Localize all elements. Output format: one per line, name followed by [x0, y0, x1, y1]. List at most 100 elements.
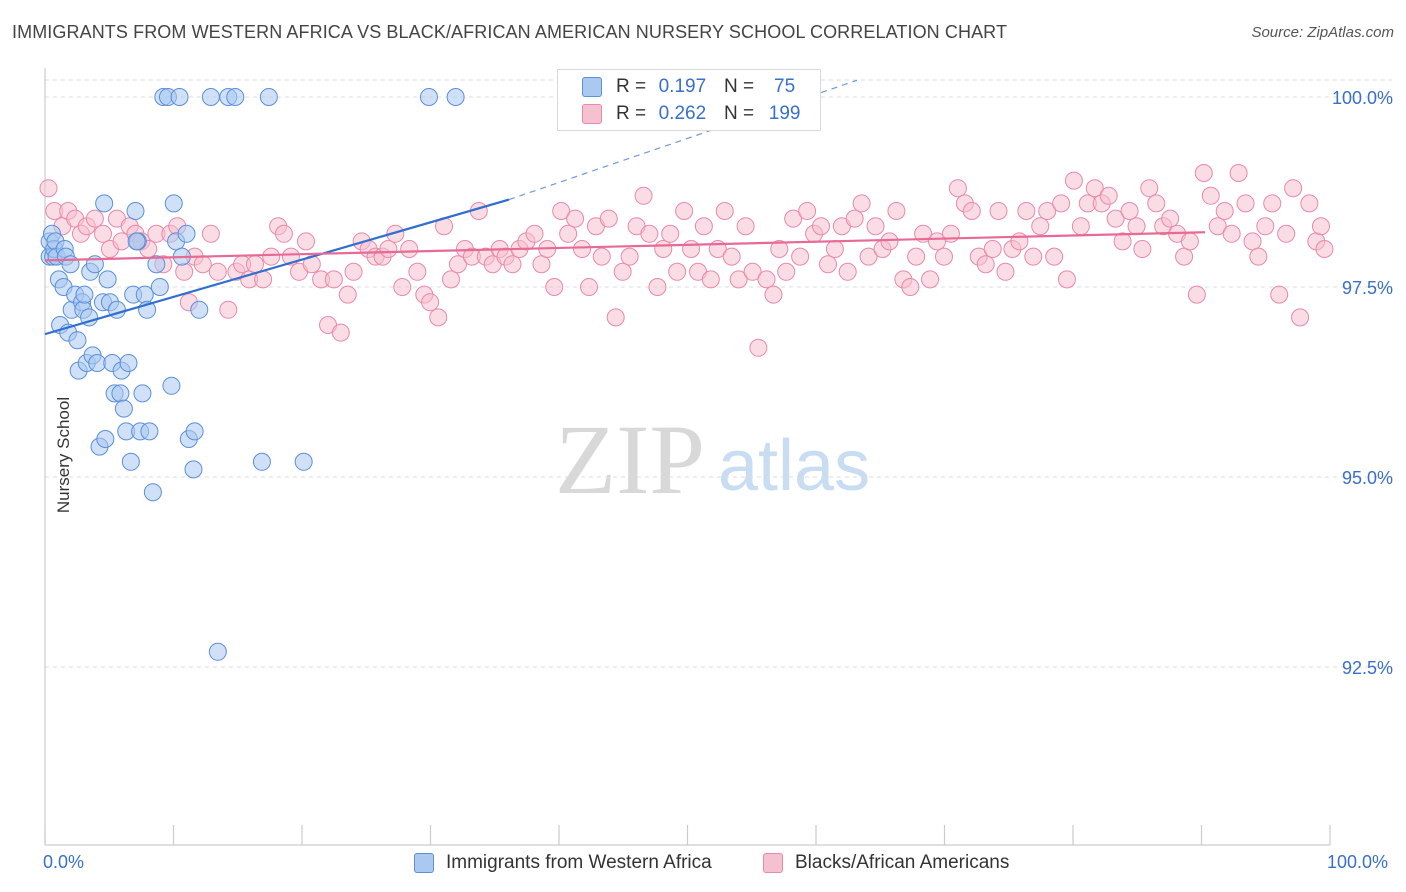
black-african-american-point [1038, 202, 1057, 220]
black-african-american-point [880, 232, 899, 251]
watermark-atlas: atlas [718, 426, 870, 506]
black-african-american-point [934, 247, 953, 266]
black-african-american-point [338, 285, 357, 304]
black-african-american-point [344, 262, 363, 281]
tick-labels: 100.0% 97.5% 95.0% 92.5% [1332, 88, 1393, 678]
black-african-american-point [948, 179, 967, 198]
black-african-american-point [245, 255, 264, 274]
black-african-american-point [331, 323, 350, 342]
black-african-american-point [503, 255, 522, 274]
black-african-american-point [791, 247, 810, 266]
western-africa-point [177, 224, 196, 243]
black-african-american-point [1208, 217, 1227, 236]
black-african-american-point [1085, 179, 1104, 198]
western-africa-point [119, 354, 138, 372]
western-africa-point [294, 452, 313, 471]
legend-item-western-africa: Immigrants from Western Africa [414, 852, 712, 874]
black-african-american-point [208, 262, 227, 281]
western-africa-point [201, 88, 220, 106]
black-african-american-point [777, 262, 796, 281]
black-african-american-point [901, 278, 920, 296]
black-african-american-point [1229, 164, 1248, 182]
western-africa-point [150, 278, 169, 296]
black-african-american-point [620, 247, 639, 266]
r-value: 0.262 [658, 103, 707, 124]
black-african-american-point [1270, 285, 1289, 304]
black-african-american-point [580, 278, 599, 296]
legend-label: Blacks/African Americans [795, 852, 1010, 873]
black-african-american-point [39, 179, 58, 198]
black-african-american-point [606, 308, 625, 327]
black-african-american-point [749, 338, 768, 357]
western-africa-point [114, 399, 133, 418]
black-african-american-point [1243, 232, 1262, 251]
western-africa-point [185, 422, 204, 441]
black-african-american-point [845, 209, 864, 228]
western-africa-point [162, 376, 181, 395]
black-african-american-point [694, 217, 713, 236]
western-africa-point [127, 232, 146, 251]
black-african-american-point [1187, 285, 1206, 304]
black-african-american-point [818, 255, 837, 274]
black-african-american-point [573, 240, 592, 258]
black-african-american-point [859, 247, 878, 266]
blue-swatch [582, 77, 602, 97]
black-african-american-point [770, 240, 789, 258]
y-tick-label: 92.5% [1342, 658, 1393, 678]
black-african-american-point [921, 270, 940, 289]
stats-row-blue: R = 0.197 N = 75 [582, 75, 805, 99]
black-african-american-point [324, 270, 343, 289]
n-value: 199 [768, 103, 801, 124]
black-african-american-point [812, 217, 831, 236]
trend-lines [44, 79, 1205, 336]
chart-title: IMMIGRANTS FROM WESTERN AFRICA VS BLACK/… [12, 22, 1008, 42]
black-african-american-point [640, 224, 659, 243]
western-africa-point [164, 194, 183, 213]
black-african-american-point [743, 262, 762, 281]
black-african-american-point [976, 255, 995, 274]
black-african-american-point [175, 262, 194, 281]
black-african-american-point [532, 255, 551, 274]
western-africa-point [111, 384, 130, 403]
western-africa-point [208, 642, 227, 661]
black-african-american-point [1215, 202, 1234, 220]
western-africa-point [75, 285, 94, 304]
black-african-american-point [599, 209, 618, 228]
black-african-american-point [274, 224, 293, 243]
black-african-american-point [1175, 247, 1194, 266]
black-african-american-point [1311, 217, 1330, 236]
black-african-american-point [262, 247, 281, 266]
western-africa-point [190, 300, 209, 319]
black-african-american-point [1256, 217, 1275, 236]
black-african-american-point [559, 224, 578, 243]
black-african-american-point [525, 224, 544, 243]
black-african-american-point [654, 240, 673, 258]
r-value: 0.197 [658, 76, 707, 97]
y-tick-label: 100.0% [1332, 88, 1393, 108]
black-african-american-point [408, 262, 427, 281]
y-tick-label: 97.5% [1342, 278, 1393, 298]
black-african-american-point [1147, 194, 1166, 213]
black-african-american-point [613, 262, 632, 281]
x-tick-label-right: 100.0% [1327, 852, 1389, 872]
western-africa-point [170, 88, 189, 106]
black-african-american-point [296, 232, 315, 251]
r-label: R = [616, 103, 647, 124]
black-african-american-point [668, 262, 687, 281]
black-african-american-point [784, 209, 803, 228]
black-african-american-point [545, 278, 564, 296]
black-african-american-point [941, 224, 960, 243]
black-african-american-point [825, 240, 844, 258]
black-african-american-point [701, 270, 720, 289]
black-african-american-point [552, 202, 571, 220]
grid-lines [45, 79, 1392, 668]
black-african-american-point [219, 300, 238, 319]
legend-swatch-blue [414, 853, 434, 873]
black-african-american-point [85, 209, 104, 228]
black-african-american-point [798, 202, 817, 220]
black-african-american-point [661, 224, 680, 243]
black-african-american-point [1284, 179, 1303, 198]
black-african-american-point [393, 278, 412, 296]
black-african-american-point [386, 224, 405, 243]
